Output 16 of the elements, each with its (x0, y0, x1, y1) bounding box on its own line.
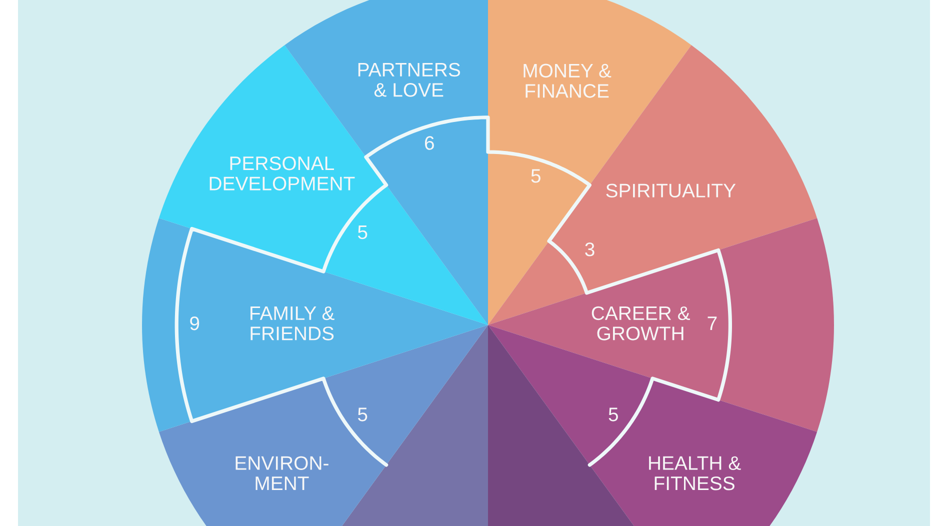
category-label: PERSONAL DEVELOPMENT (210, 156, 355, 190)
data-label: 5 (531, 169, 540, 183)
data-label: 6 (424, 136, 434, 150)
data-label: 5 (358, 408, 368, 422)
category-label: HEALTH & FITNESS (649, 456, 741, 490)
data-label: 3 (585, 242, 594, 256)
category-label: FAMILY & FRIENDS (250, 306, 334, 340)
category-label: SPIRITUALITY (606, 184, 736, 198)
data-label: 5 (358, 226, 368, 240)
category-label: ENVIRON- MENT (236, 456, 328, 490)
category-label: MONEY & FINANCE (524, 64, 612, 98)
category-label: CAREER & GROWTH (592, 306, 690, 340)
data-label: 9 (190, 316, 200, 330)
data-label: 7 (708, 316, 717, 330)
data-label: 5 (608, 408, 618, 422)
category-label: PARTNERS & LOVE (358, 62, 460, 97)
